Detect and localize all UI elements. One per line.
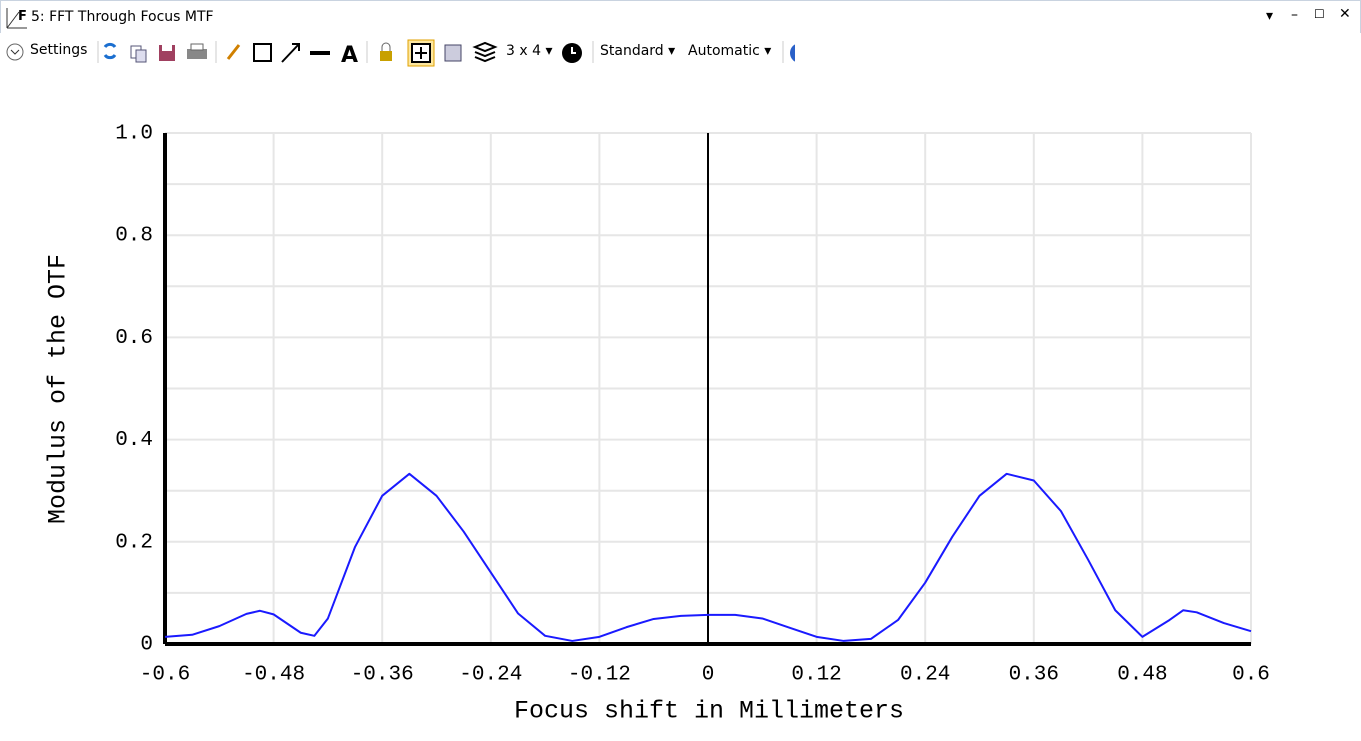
toolbar-icons: A ? — [97, 39, 795, 67]
x-tick-label: 0.24 — [900, 664, 950, 687]
style-text: Standard — [600, 43, 664, 59]
minimize-button[interactable]: – — [1291, 7, 1298, 23]
svg-text:F: F — [18, 9, 27, 24]
window-title: 5: FFT Through Focus MTF — [31, 9, 214, 25]
scale-dropdown[interactable]: Automatic ▾ — [688, 43, 772, 59]
x-tick-label: 0.6 — [1232, 664, 1270, 687]
layout-text: 3 x 4 — [506, 43, 541, 59]
maximize-button[interactable]: ☐ — [1314, 7, 1325, 21]
x-tick-label: -0.12 — [568, 664, 631, 687]
settings-button[interactable]: Settings — [30, 42, 88, 58]
y-tick-label: 0.4 — [115, 429, 153, 452]
svg-text:A: A — [341, 43, 358, 67]
app-icon: F — [6, 8, 27, 29]
layout-dropdown[interactable]: 3 x 4 ▾ — [506, 43, 553, 59]
settings-icon[interactable] — [5, 42, 25, 62]
y-tick-label: 0.2 — [115, 531, 153, 554]
toolbar: Settings A ? 3 x 4 ▾ Standard ▾ Automati… — [0, 33, 1361, 69]
x-tick-label: 0.36 — [1009, 664, 1059, 687]
x-tick-label: 0.48 — [1117, 664, 1167, 687]
series-line — [164, 472, 1252, 642]
y-tick-label: 0 — [140, 634, 153, 657]
y-axis-label: Modulus of the OTF — [44, 254, 73, 524]
y-tick-label: 1.0 — [115, 123, 153, 146]
x-tick-label: -0.24 — [459, 664, 522, 687]
style-dropdown[interactable]: Standard ▾ — [600, 43, 676, 59]
x-axis-label: Focus shift in Millimeters — [514, 697, 904, 726]
menu-button[interactable]: ▾ — [1266, 8, 1274, 24]
y-tick-label: 0.8 — [115, 225, 153, 248]
x-tick-label: -0.6 — [140, 664, 190, 687]
x-tick-label: 0 — [702, 664, 715, 687]
title-bar: F 5: FFT Through Focus MTF ▾ – ☐ ✕ — [0, 0, 1361, 33]
x-tick-label: -0.36 — [351, 664, 414, 687]
x-tick-label: 0.12 — [791, 664, 841, 687]
y-tick-label: 0.6 — [115, 327, 153, 350]
scale-text: Automatic — [688, 43, 760, 59]
x-tick-label: -0.48 — [242, 664, 305, 687]
close-button[interactable]: ✕ — [1339, 6, 1351, 22]
